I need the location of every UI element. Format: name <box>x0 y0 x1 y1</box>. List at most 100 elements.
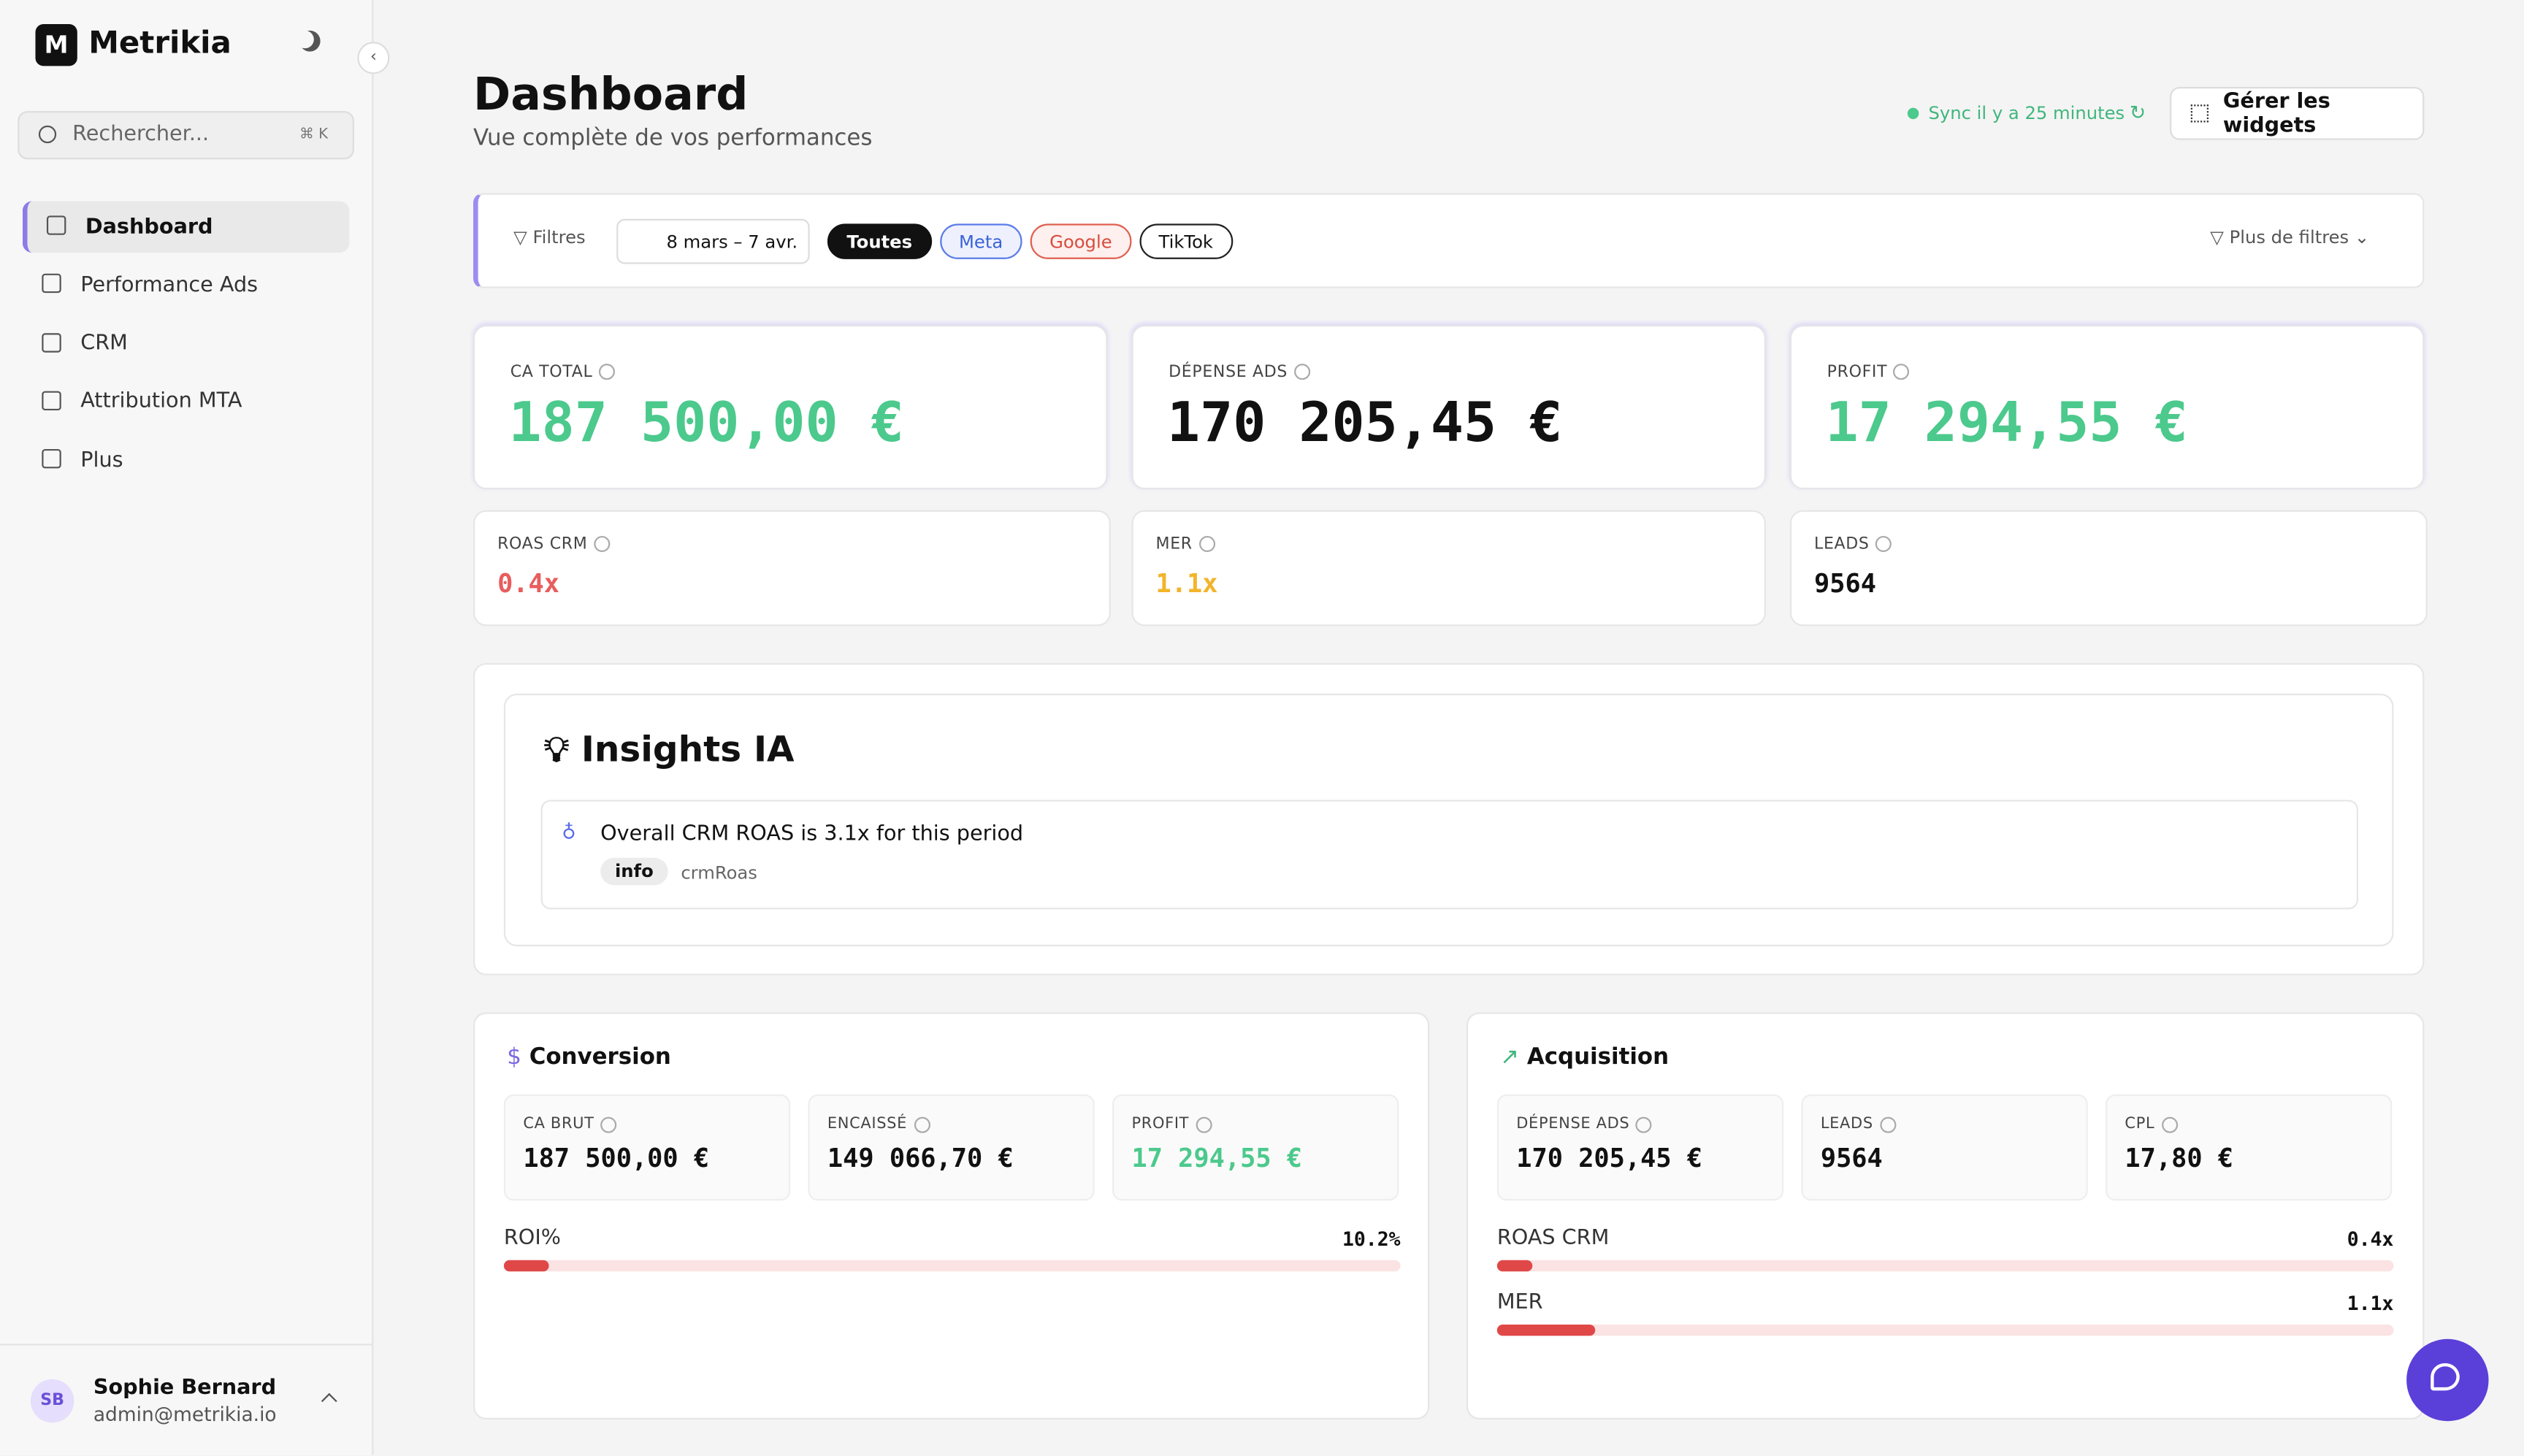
nav-icon <box>46 215 66 235</box>
source-pills: Toutes Meta Google TikTok <box>827 223 1241 259</box>
avatar: SB <box>30 1379 74 1423</box>
insight-item: ♁ Overall CRM ROAS is 3.1x for this peri… <box>540 800 2359 910</box>
metric-value: 170 205,45 € <box>1516 1142 1703 1173</box>
kpi-label: DÉPENSE ADS <box>1169 364 1310 381</box>
divider <box>0 1344 372 1346</box>
kpi-label-text: PROFIT <box>1827 364 1888 382</box>
kpi-label-text: ROAS CRM <box>497 535 588 554</box>
theme-toggle[interactable] <box>299 31 321 52</box>
nav-item[interactable]: Performance Ads <box>23 260 349 312</box>
date-picker[interactable]: 8 mars – 7 avr. <box>616 218 810 264</box>
metric-label-text: CA BRUT <box>523 1115 594 1133</box>
section-card: $ Conversion CA BRUT 187 500,00 € ENCAISSÉ 1… <box>473 1012 1430 1420</box>
metric-box: CPL 17,80 € <box>2105 1094 2393 1201</box>
more-filters[interactable]: ▽ Plus de filtres ⌄ <box>2210 226 2370 248</box>
nav-icon <box>42 332 61 352</box>
more-filters-text: Plus de filtres <box>2229 226 2349 248</box>
metric-box: CA BRUT 187 500,00 € <box>503 1094 791 1201</box>
kpi-small-card: ROAS CRM 0.4x <box>473 510 1111 627</box>
metric-label: DÉPENSE ADS <box>1516 1115 1764 1133</box>
filters-text: Filtres <box>532 226 586 248</box>
nav-item[interactable]: Attribution MTA <box>23 377 349 429</box>
source-label: TikTok <box>1158 231 1213 252</box>
insights-title-text: Insights IA <box>581 730 795 771</box>
metric-label: CPL <box>2125 1115 2372 1133</box>
kpi-value: 1.1x <box>1155 568 1218 599</box>
kpi-label: CA TOTAL <box>510 364 616 381</box>
metric-label: LEADS <box>1821 1115 2068 1133</box>
search-placeholder: Rechercher... <box>72 122 210 147</box>
nav-item[interactable]: CRM <box>23 318 349 370</box>
nav-icon <box>42 274 61 294</box>
collapse-button[interactable]: ‹ <box>357 42 390 74</box>
kpi-card: DÉPENSE ADS 170 205,45 € <box>1131 325 1766 490</box>
metric-label: PROFIT <box>1131 1115 1379 1133</box>
kpi-label-text: MER <box>1155 535 1193 554</box>
manage-widgets-button[interactable]: Gérer les widgets <box>2170 87 2425 140</box>
insight-icon: ♁ <box>562 821 576 843</box>
metric-value: 17 294,55 € <box>1131 1142 1303 1173</box>
kpi-small-card: LEADS 9564 <box>1789 510 2428 627</box>
kpi-card: PROFIT 17 294,55 € <box>1789 325 2425 490</box>
kpi-value: 187 500,00 € <box>508 391 904 456</box>
bar-label: ROI% <box>503 1226 562 1251</box>
sync-status: Sync il y a 25 minutes <box>1928 103 2125 124</box>
source-pill[interactable]: Meta <box>939 223 1022 259</box>
user-name: Sophie Bernard <box>93 1376 277 1401</box>
page-subtitle: Vue complète de vos performances <box>473 125 873 152</box>
section-title: ↗ Acquisition <box>1500 1044 1670 1070</box>
nav-label: Performance Ads <box>80 273 259 298</box>
sidebar: M Metrikia Rechercher... ⌘ K Dashboard Pe… <box>0 0 374 1455</box>
bar-track <box>1496 1260 2394 1272</box>
bar-value-label: 10.2% <box>1342 1227 1401 1251</box>
shortcut: ⌘ K <box>299 127 329 144</box>
search-box[interactable]: Rechercher... ⌘ K <box>18 111 354 160</box>
source-pill[interactable]: Toutes <box>827 223 932 259</box>
logo: M <box>35 24 77 66</box>
page-title: Dashboard <box>473 67 749 121</box>
nav-label: Attribution MTA <box>80 390 242 415</box>
bar-value-label: 0.4x <box>2347 1227 2394 1251</box>
kpi-label: ROAS CRM <box>497 535 611 554</box>
manage-widgets-label: Gérer les widgets <box>2222 89 2330 138</box>
source-pill[interactable]: TikTok <box>1139 223 1233 259</box>
kpi-label: LEADS <box>1814 535 1892 553</box>
filters-label[interactable]: ▽ Filtres <box>513 226 586 248</box>
nav-label: Plus <box>80 448 123 473</box>
refresh-icon[interactable]: ↻ <box>2130 101 2146 124</box>
user-menu[interactable] <box>321 1392 337 1409</box>
kpi-value: 17 294,55 € <box>1825 391 2188 456</box>
kpi-card: CA TOTAL 187 500,00 € <box>473 325 1108 490</box>
metric-value: 17,80 € <box>2125 1142 2234 1173</box>
kpi-value: 9564 <box>1814 568 1876 599</box>
nav-item[interactable]: Dashboard <box>22 201 350 253</box>
insights-panel: 💡︎ Insights IA ♁ Overall CRM ROAS is 3.1… <box>473 663 2425 976</box>
metric-value: 149 066,70 € <box>827 1142 1014 1173</box>
nav-label: Dashboard <box>85 215 213 240</box>
search-icon <box>38 125 57 144</box>
insight-key: crmRoas <box>681 862 757 884</box>
kpi-label: MER <box>1155 535 1215 554</box>
metric-box: LEADS 9564 <box>1801 1094 2088 1201</box>
section-title-text: Acquisition <box>1526 1044 1670 1070</box>
source-pill[interactable]: Google <box>1030 223 1132 259</box>
kpi-label: PROFIT <box>1827 364 1911 382</box>
chat-button[interactable] <box>2406 1338 2489 1422</box>
insights-inner: 💡︎ Insights IA ♁ Overall CRM ROAS is 3.1… <box>503 693 2394 947</box>
nav-item[interactable]: Plus <box>23 435 349 487</box>
date-range: 8 mars – 7 avr. <box>666 231 798 252</box>
bar-track <box>503 1260 1401 1272</box>
metric-value: 187 500,00 € <box>523 1142 710 1173</box>
metric-value: 9564 <box>1820 1142 1883 1173</box>
kpi-value: 0.4x <box>497 568 559 599</box>
kpi-small-card: MER 1.1x <box>1131 510 1766 627</box>
bar-label: ROAS CRM <box>1496 1226 1610 1251</box>
section-title-text: Conversion <box>529 1044 671 1070</box>
brand: Metrikia <box>88 26 232 61</box>
progress-bar <box>503 1260 550 1272</box>
metric-label-text: ENCAISSÉ <box>827 1115 908 1133</box>
source-label: Google <box>1049 231 1112 252</box>
nav-icon <box>42 449 61 469</box>
